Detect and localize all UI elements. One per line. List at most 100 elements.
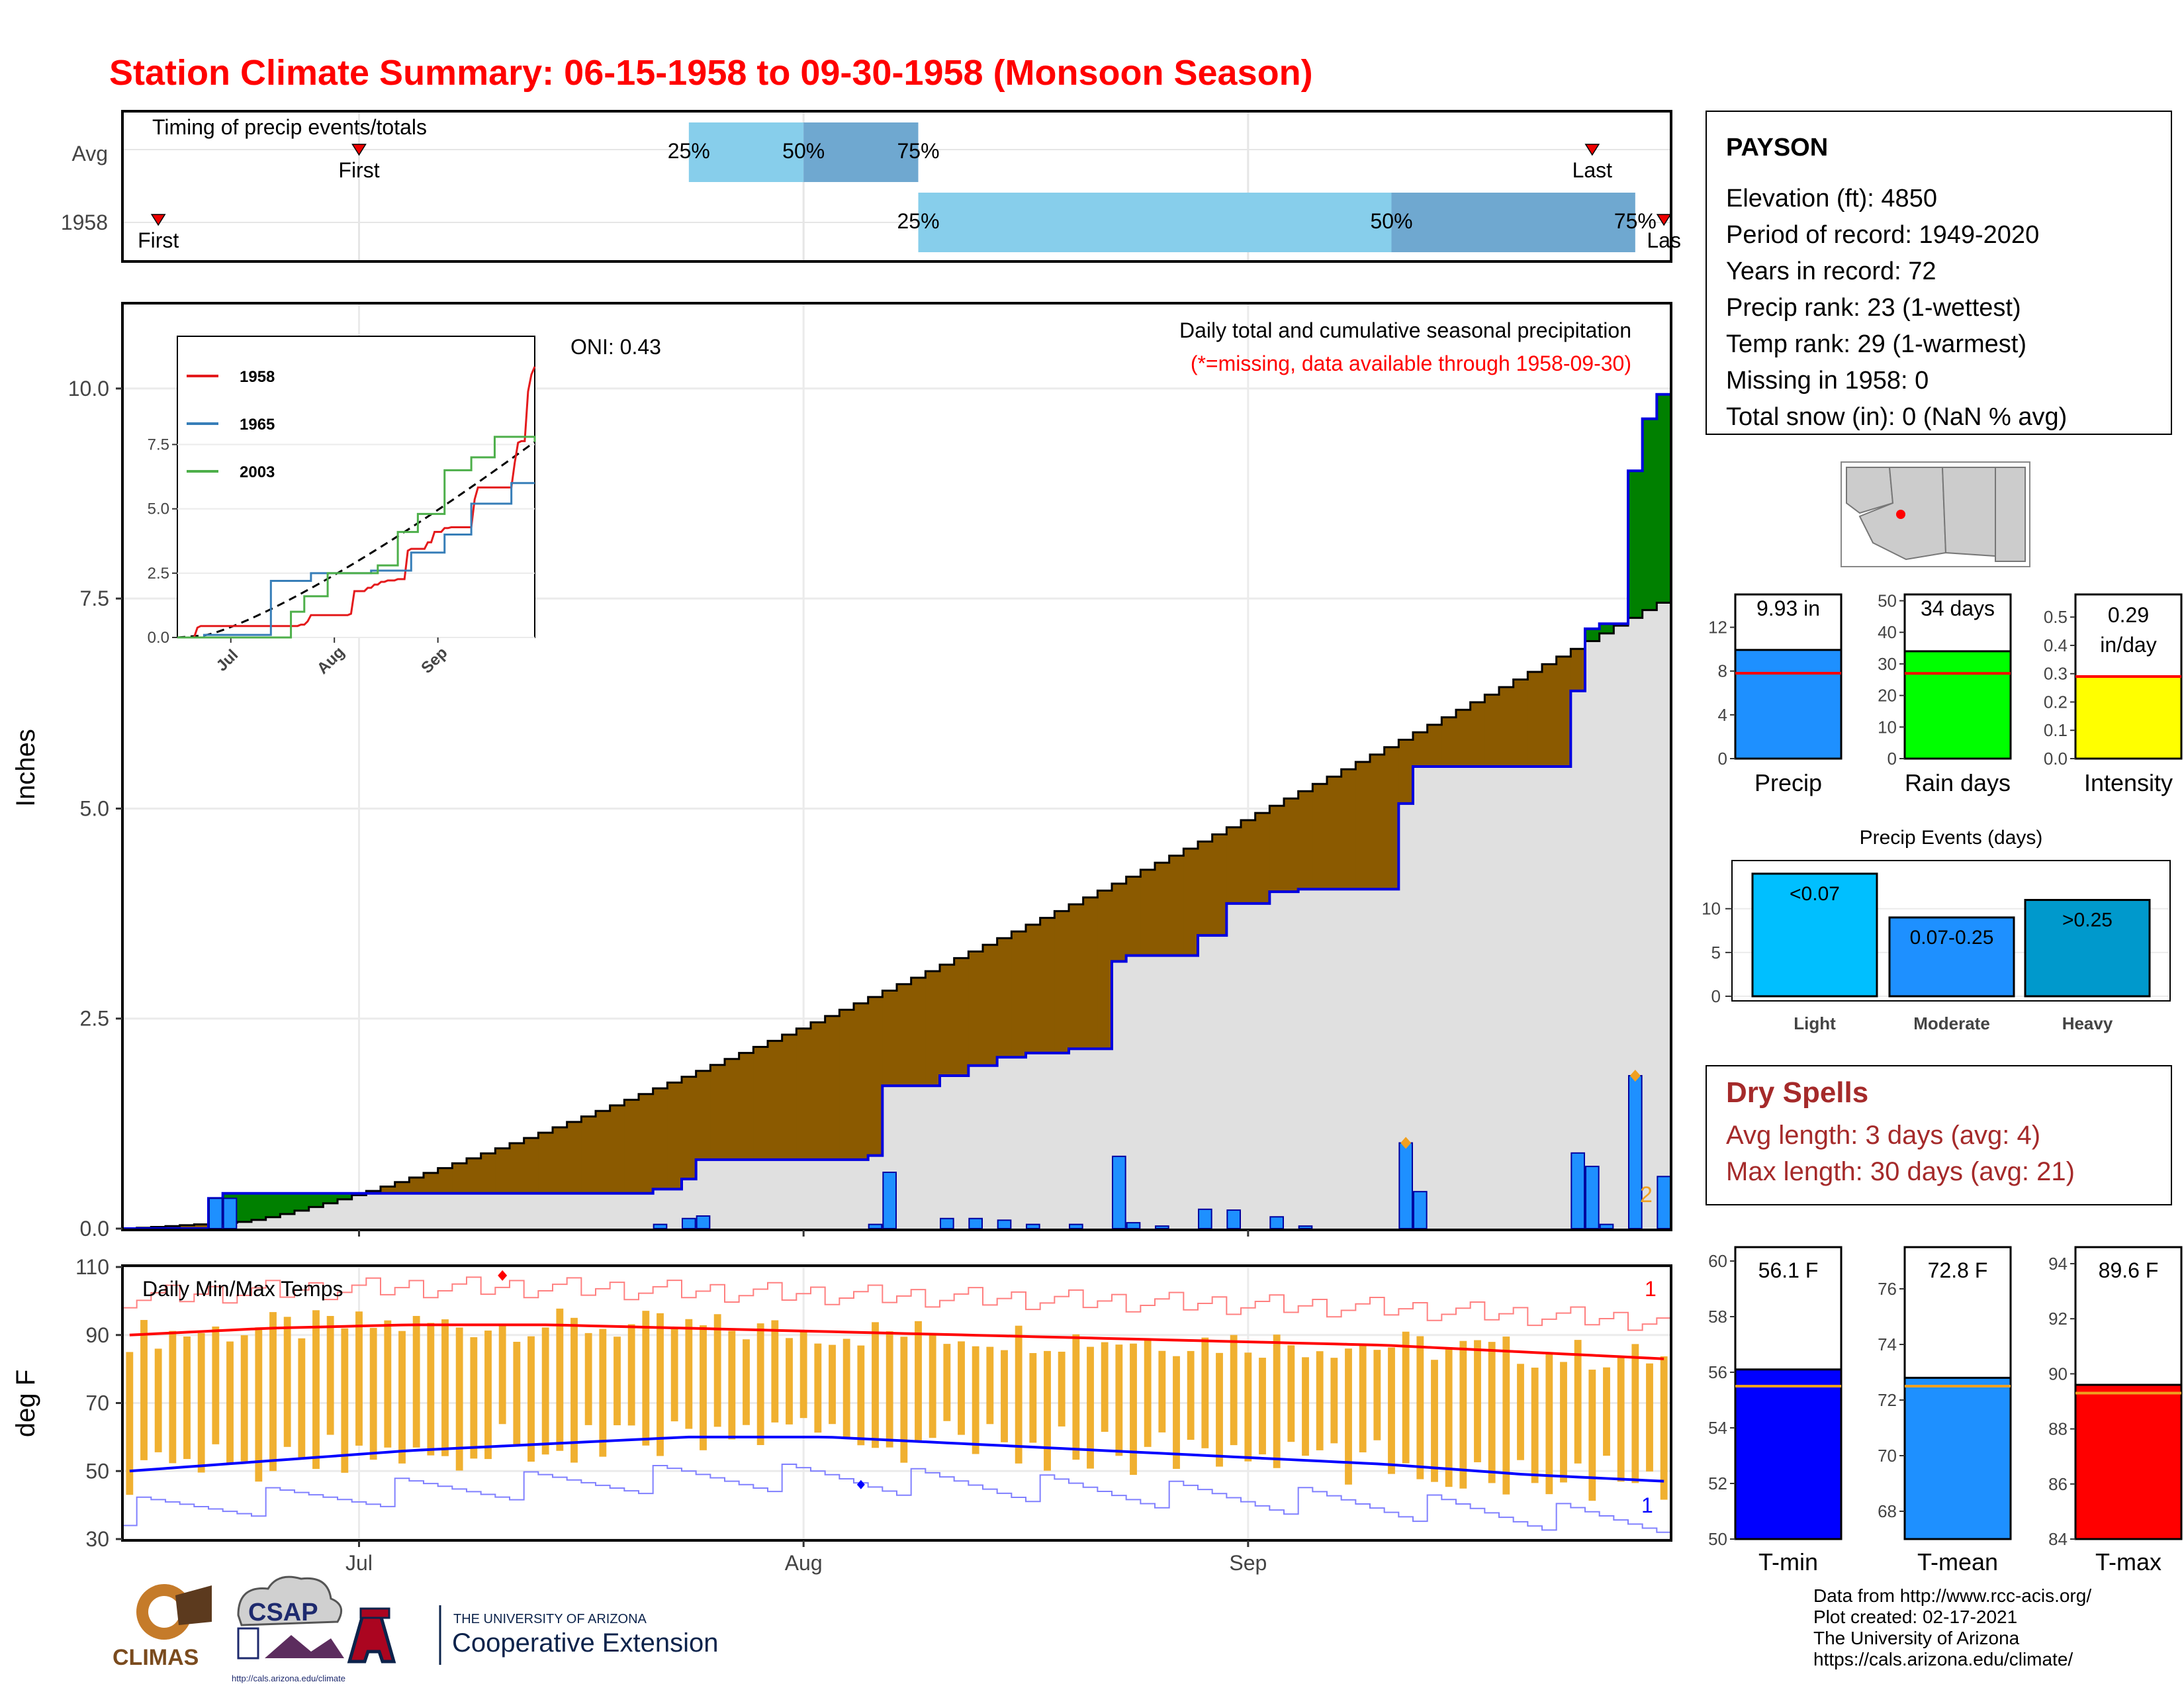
daily-temp-bar xyxy=(756,1323,764,1445)
temp-xtick-label: Aug xyxy=(785,1551,823,1575)
daily-precip-bar xyxy=(1599,1223,1614,1229)
daily-temp-bar xyxy=(670,1329,678,1422)
deficit-fill xyxy=(510,1143,525,1194)
precip-ytick-label: 8 xyxy=(1718,661,1727,681)
footer-credits: Data from http://www.rcc-acis.org/ Plot … xyxy=(1813,1585,2091,1669)
daily-temp-bar xyxy=(240,1335,248,1462)
daily-temp-bar xyxy=(1560,1362,1567,1483)
daily-temp-bar xyxy=(915,1321,922,1440)
deficit-fill xyxy=(710,1064,725,1160)
deficit-fill xyxy=(538,1133,553,1194)
deficit-fill xyxy=(1183,848,1199,956)
daily-precip-bar xyxy=(1198,1208,1212,1230)
daily-temp-bar xyxy=(1087,1346,1094,1469)
rain-days-ytick-label: 10 xyxy=(1878,717,1897,737)
record-high-marker: 1 xyxy=(1645,1277,1657,1301)
tmax-ytick-label: 90 xyxy=(2048,1364,2068,1383)
daily-temp-bar xyxy=(541,1327,549,1455)
deficit-fill xyxy=(424,1172,439,1194)
daily-temp-bar xyxy=(1474,1340,1481,1462)
events-bar-label: 0.07-0.25 xyxy=(1910,927,1994,949)
tmin-value-label: 56.1 F xyxy=(1758,1258,1819,1282)
deficit-fill xyxy=(1298,791,1313,890)
daily-temp-bar xyxy=(1574,1340,1582,1464)
daily-temp-bar xyxy=(1044,1350,1051,1471)
tmin-ytick-label: 54 xyxy=(1708,1418,1727,1438)
daily-temp-bar xyxy=(427,1323,435,1456)
precip-events-chart: Precip Events (days) 0 5 10 <0.07 Light 0.07-… xyxy=(1702,827,2171,1033)
daily-temp-bar xyxy=(455,1327,463,1471)
deficit-fill xyxy=(1513,679,1528,767)
climas-text: CLIMAS xyxy=(113,1645,199,1670)
daily-temp-bar xyxy=(126,1352,134,1495)
daily-temp-bar xyxy=(614,1336,621,1426)
daily-temp-bar xyxy=(1287,1345,1295,1442)
precip-summary-bars: 0 4 8 12 Precip 0 10 20 30 40 50 Rain days 0.0 0.1 0.2… xyxy=(1708,591,2183,796)
first-event-marker xyxy=(150,214,166,226)
events-ytick-label: 10 xyxy=(1702,899,1721,919)
daily-temp-bar xyxy=(1001,1350,1008,1442)
timing-bar-q1 xyxy=(688,122,804,182)
timing-bar-q2 xyxy=(803,122,919,182)
extreme-precip-marker xyxy=(1400,1137,1412,1149)
tmin-ytick-label: 56 xyxy=(1708,1362,1727,1382)
dry-spells-max: Max length: 30 days (avg: 21) xyxy=(1726,1157,2075,1186)
daily-temp-bar xyxy=(341,1328,349,1473)
daily-temp-bar xyxy=(685,1319,693,1429)
deficit-fill xyxy=(1470,702,1485,767)
deficit-fill xyxy=(1112,883,1127,962)
precip-category-label: Precip xyxy=(1754,769,1822,796)
daily-temp-bar xyxy=(1302,1357,1309,1456)
deficit-fill xyxy=(467,1158,482,1194)
surplus-fill xyxy=(280,1193,295,1215)
footer-line-2: Plot created: 02-17-2021 xyxy=(1813,1607,2017,1627)
rain-days-ytick-label: 40 xyxy=(1878,622,1897,642)
daily-temp-bar xyxy=(872,1322,879,1448)
temp-ytick-label: 70 xyxy=(85,1391,109,1415)
daily-temp-bar xyxy=(1373,1350,1381,1440)
daily-temp-bar xyxy=(1531,1368,1539,1483)
rain-days-ytick-label: 0 xyxy=(1888,749,1897,769)
tmean-ytick-label: 72 xyxy=(1878,1390,1897,1410)
daily-temp-bar xyxy=(183,1336,191,1460)
daily-precip-bar xyxy=(208,1197,223,1230)
daily-temp-bar xyxy=(584,1333,592,1425)
intensity-unit-label: in/day xyxy=(2100,633,2156,657)
intensity-ytick-label: 0.3 xyxy=(2044,664,2068,684)
deficit-fill xyxy=(1384,747,1399,890)
daily-temp-bar xyxy=(829,1344,836,1425)
daily-precip-bar xyxy=(1269,1216,1285,1230)
daily-temp-bar xyxy=(1545,1353,1553,1495)
inset-ytick-label: 0.0 xyxy=(148,629,169,647)
rain-days-ytick-label: 50 xyxy=(1878,591,1897,611)
surplus-fill xyxy=(1628,471,1643,618)
surplus-fill xyxy=(251,1193,267,1220)
daily-precip-bar xyxy=(1298,1225,1313,1230)
precip-ytick-label: 10.0 xyxy=(68,377,109,400)
daily-temp-bar xyxy=(814,1343,822,1433)
intensity-ytick-label: 0.1 xyxy=(2044,720,2068,740)
surplus-fill xyxy=(323,1193,338,1203)
tmax-ytick-label: 94 xyxy=(2048,1254,2068,1274)
events-bar xyxy=(1888,916,2015,998)
daily-temp-bar xyxy=(1617,1356,1625,1482)
deficit-fill xyxy=(653,1088,668,1190)
tmin-ytick-label: 60 xyxy=(1708,1251,1727,1271)
daily-temp-bar xyxy=(1345,1348,1352,1485)
deficit-fill xyxy=(1054,911,1069,1053)
daily-precip-bar xyxy=(882,1171,897,1230)
temp-ytick-label: 30 xyxy=(85,1527,109,1551)
cumulative-1958-line xyxy=(122,393,1671,1230)
first-event-label: First xyxy=(138,228,179,252)
extreme-precip-marker xyxy=(1629,1070,1641,1082)
daily-temp-bar xyxy=(1230,1335,1238,1446)
inset-legend-label: 1965 xyxy=(240,416,275,434)
tmean-ytick-label: 70 xyxy=(1878,1446,1897,1466)
daily-temp-bar xyxy=(886,1331,893,1448)
footer-line-3: The University of Arizona xyxy=(1813,1628,2020,1648)
deficit-fill xyxy=(596,1111,611,1194)
daily-precip-bar xyxy=(1413,1191,1428,1230)
precip-ytick-label: 0 xyxy=(1718,749,1727,769)
